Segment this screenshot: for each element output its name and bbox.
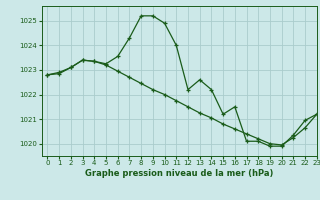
X-axis label: Graphe pression niveau de la mer (hPa): Graphe pression niveau de la mer (hPa) [85, 169, 273, 178]
